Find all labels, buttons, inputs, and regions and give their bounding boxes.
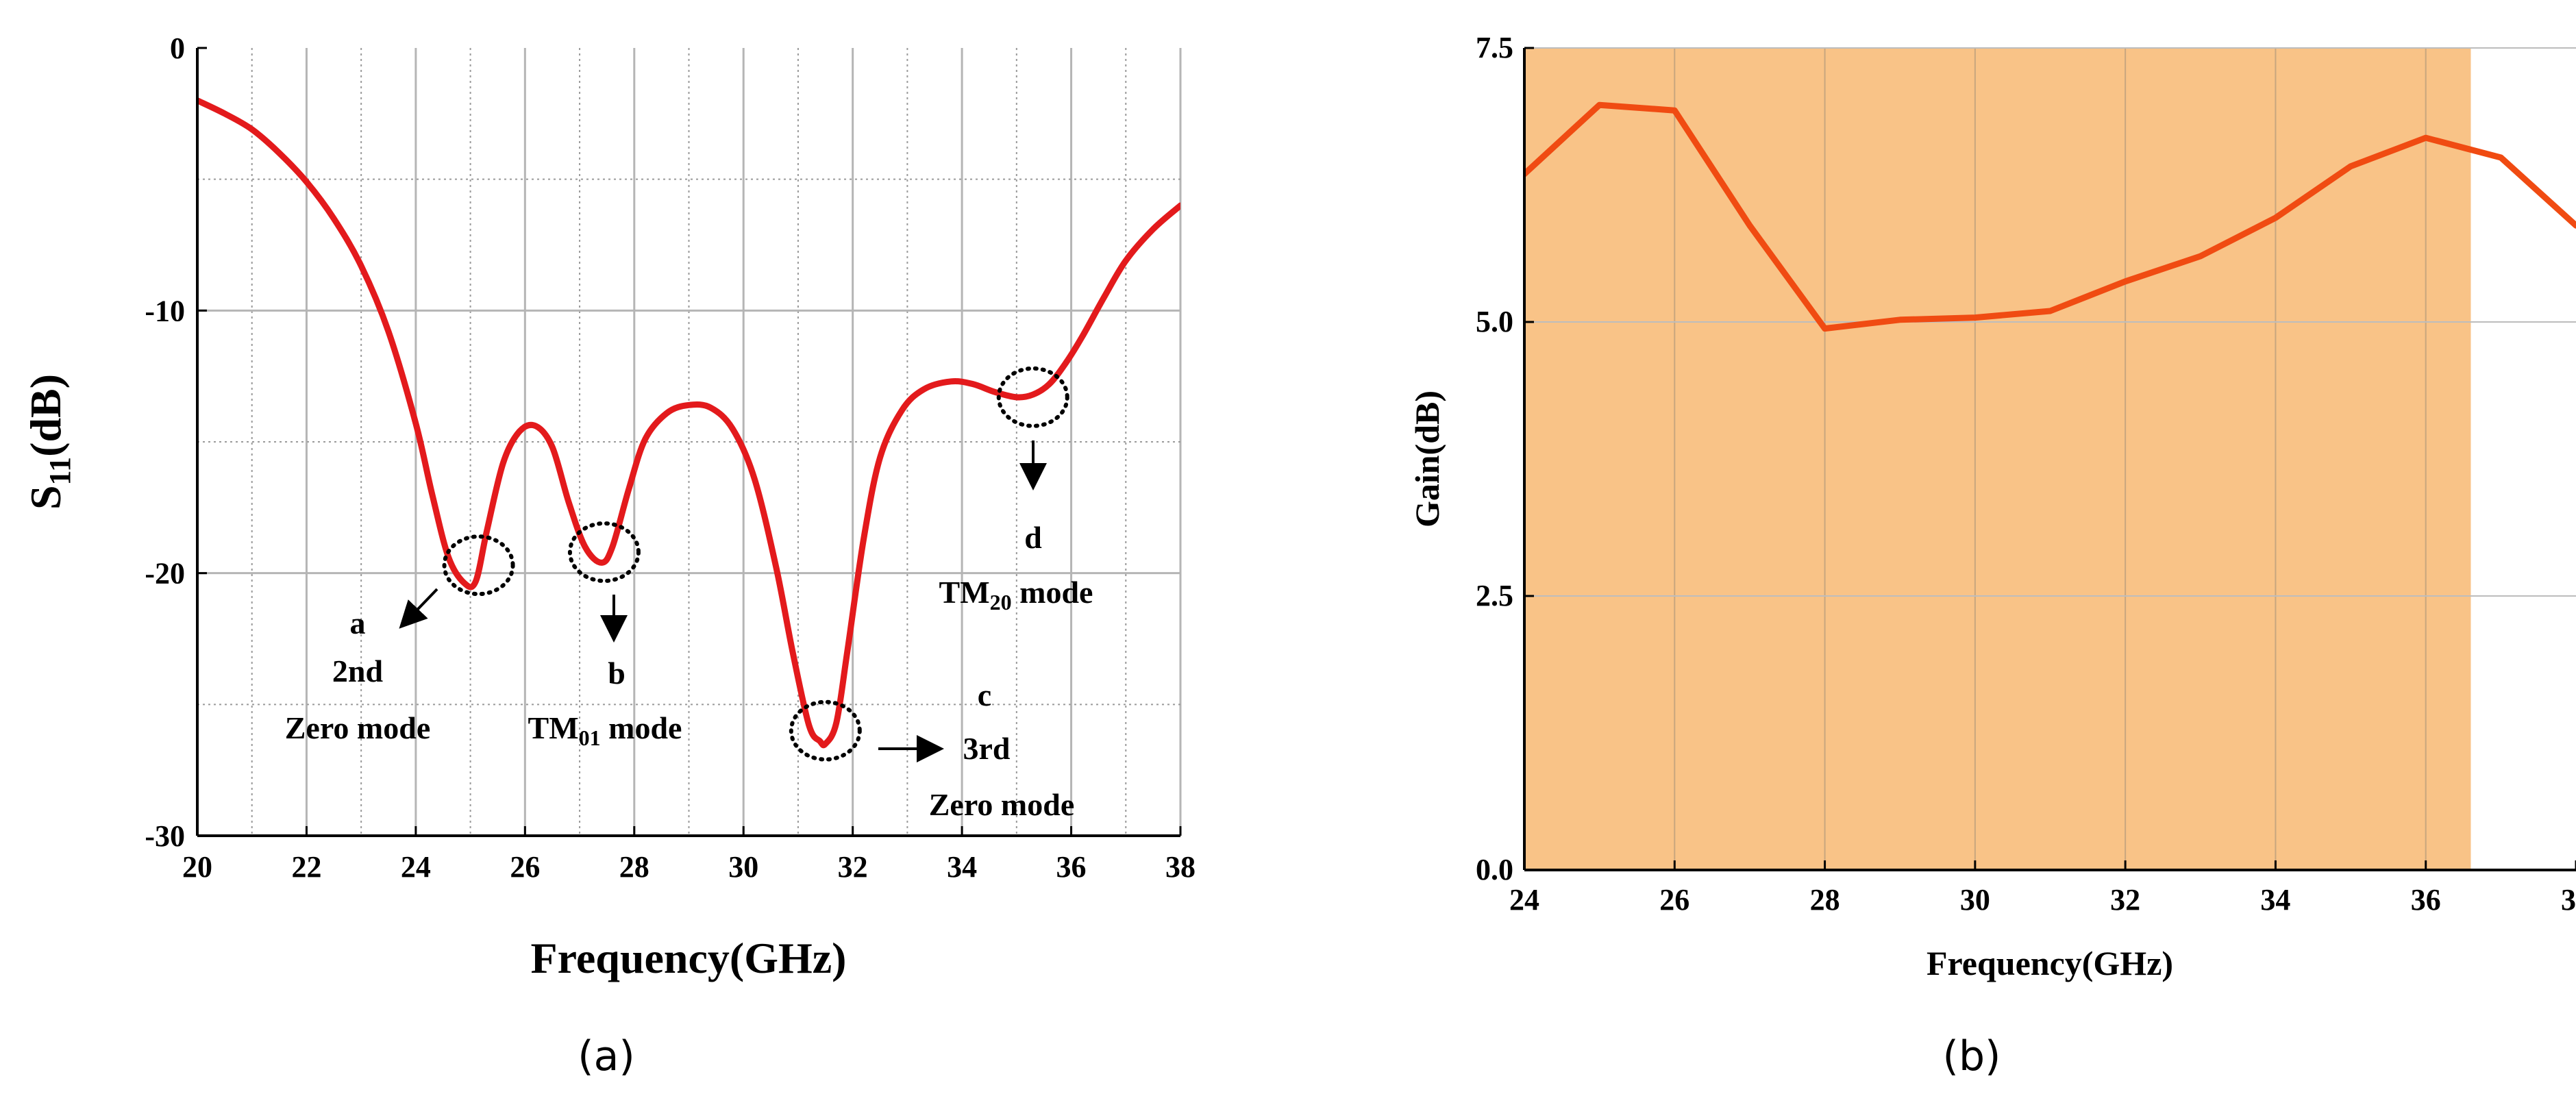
panel-b-y-axis-title: Gain(dB) [1408,390,1446,527]
panel-a-plot-background [197,48,1180,836]
x-tick-label: 38 [1165,850,1196,884]
s11-label-main: S [21,485,70,510]
mode-marker-b [567,521,641,583]
x-tick-label: 30 [728,850,758,884]
s11-label-subscript: 11 [43,457,77,486]
x-tick-label: 32 [2110,883,2140,917]
panel-a-gridlines [197,48,1182,836]
panel-a-x-axis-title: Frequency(GHz) [531,934,847,982]
mode-marker-d [996,366,1069,428]
y-tick-label: 7.5 [1476,31,1513,64]
panel-a-s11-chart: 20 22 24 26 28 30 32 34 36 38 0 -10 -20 -30 Frequency… [21,32,1196,1080]
y-tick-label: 0 [170,32,185,65]
panel-a-label: (a) [578,1032,635,1080]
x-tick-label: 26 [1659,883,1689,917]
y-tick-label: 0.0 [1476,853,1513,886]
x-tick-label: 32 [838,850,868,884]
x-tick-label: 20 [182,850,212,884]
x-tick-label: 38 [2561,883,2576,917]
x-tick-label: 22 [291,850,321,884]
x-tick-label: 24 [401,850,431,884]
gain-shaded-band [1524,48,2471,870]
x-tick-label: 28 [619,850,649,884]
tm20-tail: mode [1012,575,1093,610]
x-tick-label: 24 [1509,883,1539,917]
panel-b-label: (b) [1943,1032,2001,1080]
s11-label-tail: (dB) [21,374,70,457]
panel-a-annotations: a 2nd Zero mode b TM01 mode c 3rd Zero m… [285,440,1093,822]
y-tick-label: -10 [145,294,185,327]
panel-b-ticks: 24 26 28 30 32 34 36 38 0.0 2.5 5.0 7.5 [1476,31,2576,917]
annotation-b-letter: b [608,656,626,691]
panel-a-ticks: 20 22 24 26 28 30 32 34 36 38 0 -10 -20 -30 [145,32,1196,884]
s11-curve [197,97,1180,749]
annotation-c-line2: 3rd [963,731,1011,766]
panel-a-y-axis-title: S11(dB) [21,374,77,510]
mode-marker-a [442,534,515,597]
tm01-subscript: 01 [579,725,601,750]
annotation-c-letter: c [978,677,991,712]
x-tick-label: 36 [1056,850,1087,884]
annotation-d-line2: TM20 mode [939,575,1093,614]
y-tick-label: 2.5 [1476,579,1513,612]
annotation-a-letter: a [350,606,366,641]
tm20-main: TM [939,575,990,610]
tm01-main: TM [528,710,579,745]
panel-a-mode-markers [442,366,1069,762]
mode-marker-c [789,699,862,762]
y-tick-label: 5.0 [1476,305,1513,338]
y-tick-label: -20 [145,557,185,590]
x-tick-label: 28 [1810,883,1840,917]
annotation-a-line2: 2nd [332,654,384,688]
annotation-b-line2: TM01 mode [528,710,682,750]
gain-curve [1524,101,2576,332]
annotation-c-line3: Zero mode [929,787,1075,822]
panel-b-x-axis-title: Frequency(GHz) [1927,944,2173,982]
annotation-a-line3: Zero mode [285,710,431,745]
x-tick-label: 36 [2411,883,2441,917]
tm01-tail: mode [601,710,682,745]
x-tick-label: 30 [1960,883,1990,917]
y-tick-label: -30 [145,819,185,853]
annotation-d-letter: d [1024,520,1042,555]
x-tick-label: 34 [2260,883,2290,917]
x-tick-label: 26 [510,850,540,884]
panel-b-gridlines [1524,47,2576,870]
x-tick-label: 34 [947,850,977,884]
tm20-subscript: 20 [990,590,1012,614]
annotation-a-arrow [399,588,438,629]
panel-b-gain-chart: 24 26 28 30 32 34 36 38 0.0 2.5 5.0 7.5 Frequency(G… [1408,31,2576,1080]
